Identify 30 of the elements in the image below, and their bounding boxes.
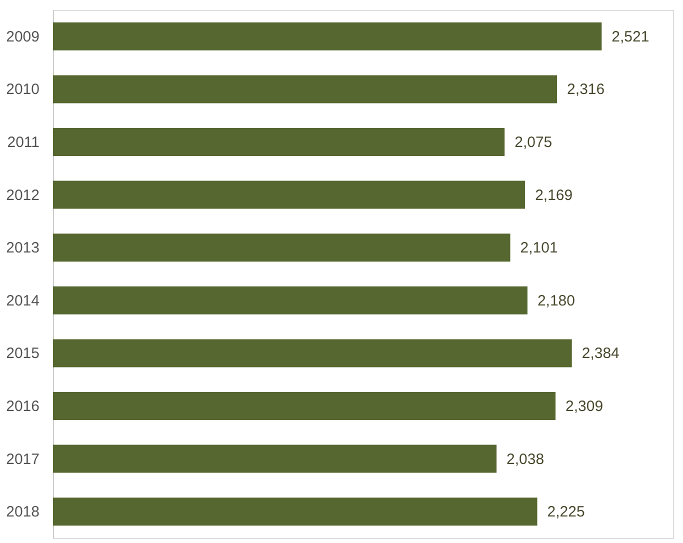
data-label: 2,180 [537,292,576,310]
y-tick-label: 2014 [6,292,40,310]
bar [53,392,556,420]
bar [53,339,572,368]
y-tick-label: 2013 [6,240,40,257]
y-tick-label: 2010 [6,81,40,98]
bar [53,444,497,473]
y-tick-label: 2016 [6,398,40,415]
y-tick-label: 2012 [6,186,40,204]
y-tick-label: 2018 [6,504,40,521]
y-tick-label: 2015 [6,345,40,362]
data-label: 2,521 [612,28,650,46]
bar [53,22,602,50]
bar [53,498,538,526]
bar [53,180,526,209]
bar [53,234,510,262]
data-label: 2,384 [582,345,620,362]
data-label: 2,169 [535,186,573,204]
data-label: 2,225 [547,504,585,521]
data-label: 2,038 [506,450,544,468]
y-tick-label: 2009 [6,28,40,46]
data-label: 2,309 [566,398,604,415]
y-tick-label: 2017 [6,450,40,468]
y-tick-label: 2011 [7,134,40,151]
data-label: 2,101 [520,240,558,257]
data-label: 2,075 [514,134,552,151]
bar [53,286,528,314]
bar [53,75,558,104]
data-label: 2,316 [567,81,605,98]
bar [53,128,505,156]
